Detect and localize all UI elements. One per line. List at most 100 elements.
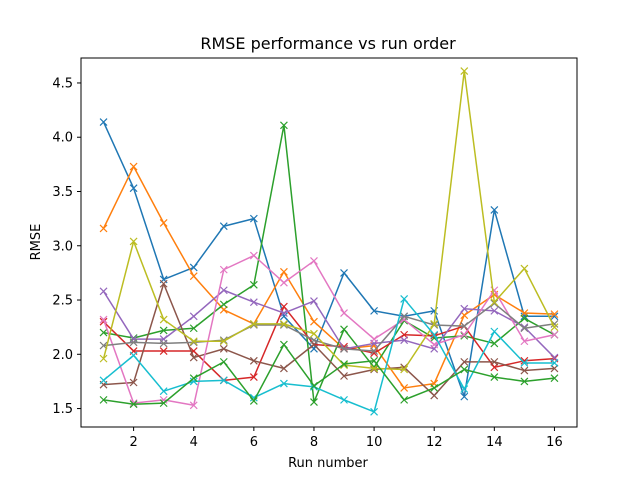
series-line (102, 70, 556, 371)
x-tick-label: 4 (190, 435, 198, 450)
y-axis-label: RMSE (29, 224, 44, 261)
series-7 (99, 251, 559, 410)
data-point-marker (370, 364, 379, 373)
data-point-marker (490, 306, 499, 315)
data-point-marker (460, 385, 469, 393)
data-point-marker (159, 279, 168, 288)
y-axis-ticks: 1.5 2.0 2.5 3.0 3.5 4.0 4.5 (52, 76, 81, 417)
data-point-marker (99, 224, 108, 233)
data-point-marker (490, 299, 499, 308)
data-point-marker (490, 327, 499, 336)
data-point-marker (129, 351, 138, 360)
data-point-marker (520, 366, 529, 375)
data-point-marker (219, 222, 228, 231)
data-point-marker (340, 344, 348, 353)
data-point-marker (219, 337, 228, 346)
data-point-marker (189, 353, 198, 362)
data-point-marker (460, 392, 469, 401)
data-point-marker (279, 309, 288, 317)
data-point-marker (279, 121, 288, 130)
data-point-marker (129, 378, 138, 387)
data-point-marker (430, 319, 439, 328)
data-point-marker (520, 377, 529, 386)
data-point-marker (279, 321, 288, 329)
data-point-marker (159, 387, 168, 396)
data-point-marker (129, 162, 138, 171)
data-point-marker (400, 384, 409, 392)
data-point-marker (99, 287, 108, 296)
y-tick-label: 2.5 (52, 294, 73, 309)
y-tick-label: 4.0 (52, 131, 73, 146)
data-point-marker (460, 322, 469, 330)
data-point-marker (310, 317, 318, 326)
data-point-marker (249, 280, 258, 289)
data-point-marker (99, 315, 108, 324)
data-point-marker (99, 354, 108, 363)
series-line (103, 343, 555, 405)
data-point-marker (249, 251, 258, 260)
data-point-marker (310, 297, 318, 306)
data-point-marker (249, 356, 258, 365)
x-tick-label: 10 (366, 435, 383, 450)
data-point-marker (490, 206, 499, 214)
data-point-marker (550, 374, 559, 383)
data-point-marker (189, 377, 198, 386)
x-tick-label: 6 (250, 435, 258, 450)
data-point-marker (310, 329, 318, 338)
data-point-marker (370, 356, 379, 365)
y-tick-label: 2.0 (52, 348, 73, 363)
data-point-marker (550, 330, 559, 339)
data-point-marker (249, 298, 258, 307)
data-point-marker (189, 337, 198, 346)
data-point-marker (400, 336, 409, 345)
data-point-marker (129, 237, 138, 246)
data-point-marker (400, 395, 409, 404)
data-point-marker (550, 310, 559, 319)
data-point-marker (340, 395, 348, 404)
data-point-marker (490, 357, 499, 366)
data-point-marker (460, 67, 469, 75)
data-point-marker (340, 361, 348, 370)
data-point-marker (219, 344, 228, 353)
x-tick-label: 8 (310, 435, 318, 450)
data-point-marker (159, 339, 168, 348)
data-point-marker (99, 376, 108, 385)
plot-frame (80, 57, 578, 428)
data-point-marker (520, 323, 529, 332)
data-point-marker (370, 347, 379, 355)
data-point-marker (310, 398, 318, 406)
data-point-marker (520, 264, 529, 273)
data-point-marker (189, 312, 198, 321)
series-line (103, 298, 555, 413)
data-point-marker (490, 298, 499, 307)
data-point-marker (219, 357, 228, 366)
data-point-marker (189, 401, 198, 410)
series-line (102, 165, 555, 389)
data-point-marker (310, 257, 318, 265)
data-point-marker (129, 338, 138, 347)
data-point-marker (189, 272, 198, 281)
data-point-marker (219, 286, 228, 295)
data-point-marker (99, 395, 108, 404)
data-point-marker (460, 357, 469, 366)
data-point-marker (219, 336, 228, 345)
y-tick-label: 4.5 (52, 76, 73, 91)
data-point-marker (279, 302, 288, 311)
data-point-marker (279, 340, 288, 349)
series-line (103, 124, 555, 403)
data-point-marker (430, 391, 439, 400)
data-point-marker (159, 395, 168, 404)
data-point-marker (550, 359, 559, 367)
data-point-marker (279, 278, 288, 287)
series-line (102, 121, 555, 398)
data-point-marker (159, 315, 168, 324)
data-point-marker (159, 347, 168, 355)
data-point-marker (249, 319, 258, 328)
data-point-marker (340, 268, 348, 277)
data-point-marker (340, 309, 348, 317)
data-point-marker (340, 325, 348, 334)
series-line (103, 305, 555, 382)
data-point-marker (279, 319, 288, 328)
y-tick-label: 3.0 (52, 239, 73, 254)
data-point-marker (310, 336, 318, 345)
